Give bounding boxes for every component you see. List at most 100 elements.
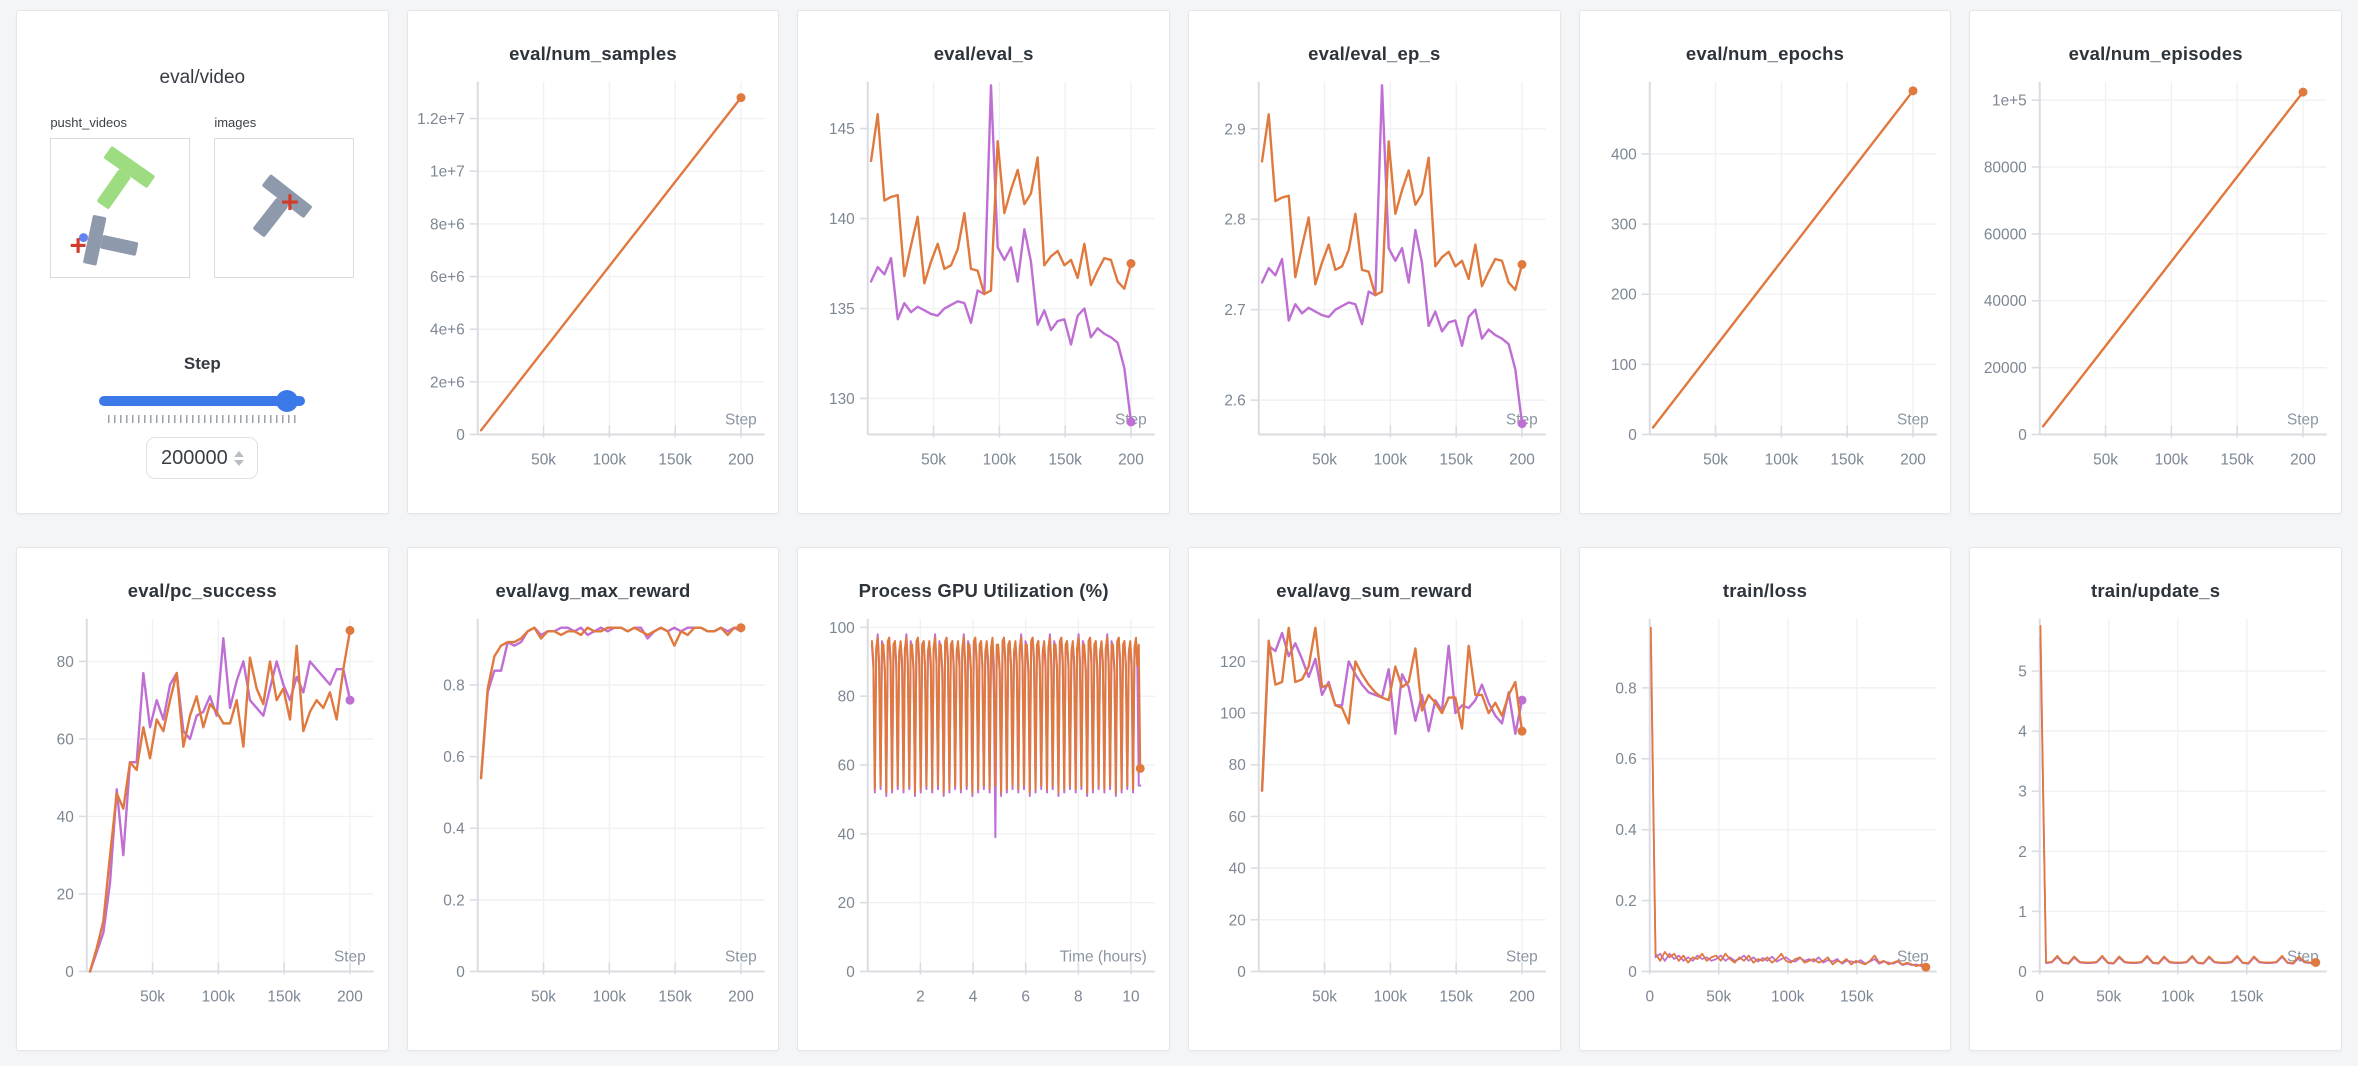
chart-panel-eval-eval-ep-s[interactable]: eval/eval_ep_s 2.6 2.7 2.8 2.9 50k 100k 150k 20… <box>1187 10 1561 514</box>
media-panel-title: eval/video <box>159 67 246 88</box>
chart-title: eval/num_epochs <box>1685 43 1845 64</box>
slider-track[interactable] <box>99 396 306 406</box>
stepper-icons <box>233 450 244 466</box>
svg-text:50k: 50k <box>531 451 556 468</box>
svg-text:0: 0 <box>1628 427 1637 444</box>
chart-title: eval/pc_success <box>127 580 277 601</box>
line-chart-train-update-s: 0 1 2 3 4 5 0 50k 100k 150k Step <box>1970 606 2341 1050</box>
pusht-block-tee-icon <box>253 174 313 237</box>
svg-text:0: 0 <box>456 964 465 981</box>
chart-panel-eval-avg-max-reward[interactable]: eval/avg_max_reward 0 0.2 0.4 0.6 0.8 50k 100k… <box>406 547 780 1051</box>
svg-text:Step: Step <box>1897 412 1929 429</box>
line-chart-eval-eval-s: 13013514014550k100k150k200Step <box>798 69 1169 513</box>
svg-text:0: 0 <box>2036 988 2045 1005</box>
svg-text:Step: Step <box>1897 949 1929 966</box>
slider-handle[interactable] <box>276 390 299 412</box>
svg-text:50k: 50k <box>1312 451 1337 468</box>
media-label: images <box>214 115 257 130</box>
chart-panel-eval-num-samples[interactable]: eval/num_samples 0 2e+6 4e+6 6e+6 8e+6 1e+7 1.… <box>406 10 780 514</box>
svg-text:120: 120 <box>1220 654 1246 671</box>
svg-text:60: 60 <box>57 731 74 748</box>
svg-text:200: 200 <box>728 451 754 468</box>
images-thumbnail[interactable] <box>214 138 355 278</box>
svg-text:0: 0 <box>847 964 856 981</box>
line-chart-eval-avg-sum-reward: 0 20 40 60 80 100 120 50k 100k 150k 200 Step <box>1189 606 1560 1050</box>
svg-text:0.8: 0.8 <box>1615 680 1636 697</box>
svg-text:50k: 50k <box>2097 988 2122 1005</box>
svg-text:Step: Step <box>725 412 757 429</box>
panel-eval-video[interactable]: eval/video pusht_videos <box>16 10 389 514</box>
svg-text:100k: 100k <box>2155 451 2189 468</box>
increment-icon[interactable] <box>233 450 244 457</box>
svg-text:150k: 150k <box>1439 988 1473 1005</box>
pusht-goal-tee-icon <box>97 146 155 209</box>
target-cross-icon <box>71 238 86 253</box>
chart-panel-eval-num-epochs[interactable]: eval/num_epochs 0 100 200 300 400 50k 100k 150k… <box>1578 10 1952 514</box>
line-chart-eval-num-epochs: 0 100 200 300 400 50k 100k 150k 200 Step <box>1580 69 1951 513</box>
svg-text:1: 1 <box>2019 904 2028 921</box>
svg-text:150k: 150k <box>2221 451 2255 468</box>
media-label: pusht_videos <box>50 115 127 130</box>
line-chart-eval-avg-max-reward: 0 0.2 0.4 0.6 0.8 50k 100k 150k 200 Step <box>408 606 779 1050</box>
svg-text:145: 145 <box>829 121 855 138</box>
svg-text:Step: Step <box>334 949 366 966</box>
svg-text:80: 80 <box>57 654 74 671</box>
svg-text:1e+5: 1e+5 <box>1992 93 2027 110</box>
svg-text:80000: 80000 <box>1984 159 2027 176</box>
chart-title: train/update_s <box>2091 580 2221 601</box>
pusht-image-icon <box>253 174 313 237</box>
pusht-scene-icon <box>71 146 155 266</box>
chart-panel-train-loss[interactable]: train/loss 0 0.2 0.4 0.6 0.8 0 50k 100k 150k Step <box>1578 547 1952 1051</box>
svg-text:2.6: 2.6 <box>1224 393 1245 410</box>
svg-text:130: 130 <box>829 391 855 408</box>
svg-text:400: 400 <box>1611 146 1637 163</box>
svg-text:100k: 100k <box>1374 451 1408 468</box>
pusht-video-thumbnail[interactable] <box>50 138 191 278</box>
svg-text:20000: 20000 <box>1984 360 2027 377</box>
svg-text:150k: 150k <box>1439 451 1473 468</box>
svg-text:40: 40 <box>57 809 74 826</box>
svg-text:6e+6: 6e+6 <box>430 269 465 286</box>
svg-text:135: 135 <box>829 301 855 318</box>
svg-text:150k: 150k <box>658 988 692 1005</box>
svg-text:4e+6: 4e+6 <box>430 322 465 339</box>
step-slider[interactable] <box>99 390 306 412</box>
target-cross-icon <box>282 194 299 210</box>
decrement-icon[interactable] <box>233 459 244 466</box>
chart-title: Process GPU Utilization (%) <box>858 580 1109 601</box>
chart-panel-eval-avg-sum-reward[interactable]: eval/avg_sum_reward 0 20 40 60 80 100 120 50k 10… <box>1187 547 1561 1051</box>
svg-text:150k: 150k <box>658 451 692 468</box>
svg-text:2.8: 2.8 <box>1224 212 1245 229</box>
svg-text:1.2e+7: 1.2e+7 <box>417 111 465 128</box>
svg-text:200: 200 <box>728 988 754 1005</box>
chart-panel-eval-eval-s[interactable]: eval/eval_s 13013514014550k100k150k200St… <box>797 10 1170 514</box>
svg-text:Time (hours): Time (hours) <box>1060 949 1147 966</box>
step-value: 200000 <box>160 446 228 469</box>
svg-text:1e+7: 1e+7 <box>430 164 465 181</box>
svg-text:60: 60 <box>1229 809 1246 826</box>
svg-text:2.9: 2.9 <box>1224 121 1245 138</box>
svg-text:4: 4 <box>969 988 978 1005</box>
chart-panel-train-update-s[interactable]: train/update_s 0 1 2 3 4 5 0 50k 100k 150k Step <box>1969 547 2342 1051</box>
step-number-input[interactable]: 200000 <box>146 437 259 479</box>
svg-text:8e+6: 8e+6 <box>430 216 465 233</box>
chart-title: eval/num_episodes <box>2068 43 2243 64</box>
media-item-pusht-videos: pusht_videos <box>50 115 191 278</box>
line-chart-eval-num-episodes: 0 20000 40000 60000 80000 1e+5 50k 100k 150k 200 S… <box>1970 69 2341 513</box>
svg-text:150k: 150k <box>1840 988 1874 1005</box>
svg-text:0: 0 <box>1645 988 1654 1005</box>
svg-text:100k: 100k <box>1764 451 1798 468</box>
svg-text:0.6: 0.6 <box>1615 751 1636 768</box>
svg-text:0.2: 0.2 <box>1615 893 1636 910</box>
chart-panel-process-gpu-utilization[interactable]: Process GPU Utilization (%) 0 20 40 60 80 100… <box>797 547 1170 1051</box>
step-control: Step 200000 <box>17 354 388 479</box>
svg-text:50k: 50k <box>1703 451 1728 468</box>
svg-text:150k: 150k <box>1049 451 1083 468</box>
chart-title: eval/avg_max_reward <box>495 580 691 601</box>
chart-panel-eval-num-episodes[interactable]: eval/num_episodes 0 20000 40000 60000 80000 1… <box>1969 10 2342 514</box>
svg-text:4: 4 <box>2019 724 2028 741</box>
svg-text:100k: 100k <box>592 988 626 1005</box>
chart-panel-eval-pc-success[interactable]: eval/pc_success 0 20 40 60 80 50k 100k 150k 200 S… <box>16 547 389 1051</box>
svg-text:100k: 100k <box>202 988 236 1005</box>
chart-title: eval/eval_s <box>933 43 1034 64</box>
